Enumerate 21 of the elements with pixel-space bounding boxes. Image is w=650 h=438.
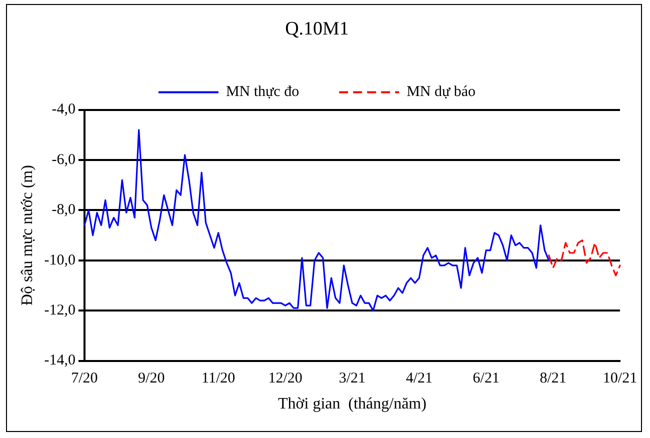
y-axis-title: Độ sâu mực nước (m) — [18, 165, 36, 306]
x-tick-label: 3/21 — [338, 370, 366, 387]
x-tick-label: 9/20 — [138, 370, 165, 387]
y-tick-label: -6,0 — [52, 152, 76, 168]
x-tick-label: 12/20 — [268, 370, 302, 387]
x-tick-label: 4/21 — [406, 370, 433, 387]
line-series — [548, 240, 621, 276]
x-tick-label: 8/21 — [540, 370, 566, 387]
y-tick-label: -14,0 — [44, 352, 76, 369]
legend-label: MN dự báo — [406, 84, 476, 100]
y-tick-label: -4,0 — [52, 102, 76, 118]
x-tick-label: 11/20 — [202, 370, 236, 387]
y-tick-label: -12,0 — [44, 302, 76, 319]
chart-title: Q.10M1 — [285, 18, 349, 40]
y-tick-label: -8,0 — [52, 202, 76, 218]
legend-label: MN thực đo — [226, 84, 300, 100]
x-axis-title: Thời gian (tháng/năm) — [278, 396, 426, 413]
x-tick-label: 10/21 — [602, 370, 638, 387]
x-tick-label: 7/20 — [71, 370, 98, 387]
y-tick-label: -10,0 — [44, 252, 76, 268]
x-tick-label: 6/21 — [472, 370, 500, 387]
